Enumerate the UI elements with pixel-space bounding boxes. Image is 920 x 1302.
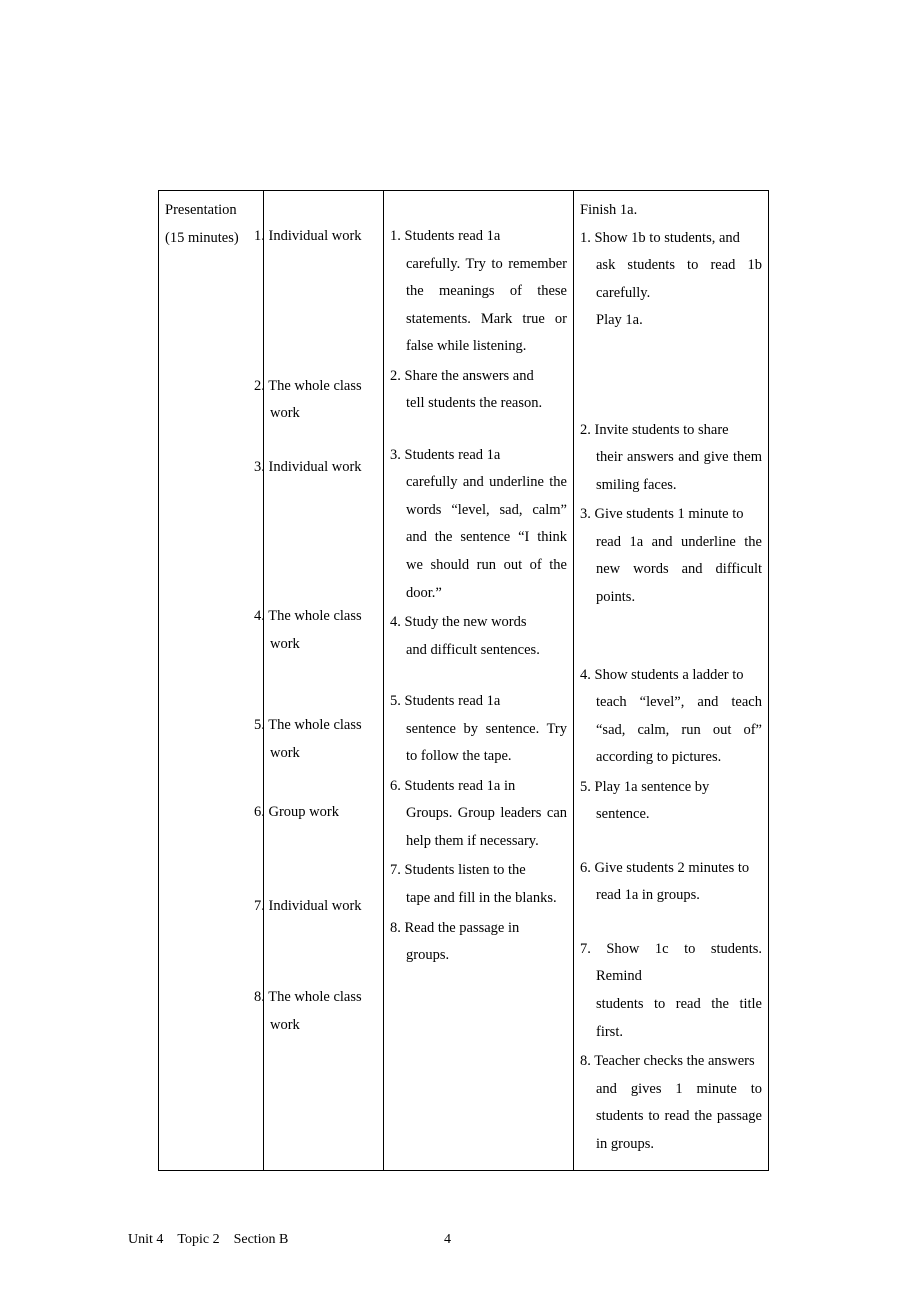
teacher-activity-cell: Finish 1a. 1. Show 1b to students, and a… [574,191,769,1171]
item-lead: 6. Give students 2 minutes to [580,855,762,883]
mode-item: 6. Group work [270,799,377,827]
student-item: 5. Students read 1a sentence by sentence… [390,688,567,771]
item-lead: 8. Teacher checks the answers [580,1048,762,1076]
item-lead: 4. Show students a ladder to [580,662,762,690]
mode-item: 8. The whole class work [270,984,377,1039]
footer-page-number: 4 [444,1232,451,1248]
item-rest: sentence. [580,801,762,829]
item-rest: tell students the reason. [390,390,567,418]
item-lead: 2. Invite students to share [580,417,762,445]
item-lead: 3. Students read 1a [390,442,567,470]
item-lead: 6. Students read 1a in [390,773,567,801]
teacher-item: 3. Give students 1 minute to read 1a and… [580,501,762,611]
item-lead: 3. Give students 1 minute to [580,501,762,529]
student-item: 2. Share the answers and tell students t… [390,363,567,418]
item-rest: carefully. Try to remember the meanings … [390,251,567,361]
teacher-item: 5. Play 1a sentence by sentence. [580,774,762,829]
table-row: Presentation (15 minutes) 1. Individual … [159,191,769,1171]
mode-item: 4. The whole class work [270,603,377,658]
teacher-item: 2. Invite students to share their answer… [580,417,762,500]
item-lead: 7. Show 1c to students. Remind [580,936,762,991]
item-lead: 8. Read the passage in [390,915,567,943]
interaction-mode-cell: 1. Individual work 2. The whole class wo… [264,191,384,1171]
item-lead: 7. Students listen to the [390,857,567,885]
item-rest: teach “level”, and teach “sad, calm, run… [580,689,762,772]
teacher-item: 8. Teacher checks the answers and gives … [580,1048,762,1158]
item-rest: sentence by sentence. Try to follow the … [390,716,567,771]
teacher-item: 7. Show 1c to students. Remind students … [580,936,762,1046]
teacher-item: 4. Show students a ladder to teach “leve… [580,662,762,772]
student-item: 7. Students listen to the tape and fill … [390,857,567,912]
item-rest: students to read the title first. [580,991,762,1046]
item-lead: 5. Students read 1a [390,688,567,716]
item-rest: read 1a and underline the new words and … [580,529,762,612]
item-rest: ask students to read 1b carefully. [580,252,762,307]
item-rest: their answers and give them smiling face… [580,444,762,499]
item-rest: and gives 1 minute to students to read t… [580,1076,762,1159]
teacher-item: 1. Show 1b to students, and ask students… [580,225,762,335]
stage-name: Presentation [165,197,257,225]
student-item: 4. Study the new words and difficult sen… [390,609,567,664]
item-lead: 1. Show 1b to students, and [580,225,762,253]
student-item: 1. Students read 1a carefully. Try to re… [390,223,567,361]
student-item: 3. Students read 1a carefully and underl… [390,442,567,607]
page-footer: Unit 4 Topic 2 Section B 4 [128,1232,288,1248]
item-lead: 5. Play 1a sentence by [580,774,762,802]
item-rest: groups. [390,942,567,970]
item-rest: tape and fill in the blanks. [390,885,567,913]
item-lead: 1. Students read 1a [390,223,567,251]
student-item: 6. Students read 1a in Groups. Group lea… [390,773,567,856]
stage-cell: Presentation (15 minutes) [159,191,264,1171]
item-rest: and difficult sentences. [390,637,567,665]
item-rest: read 1a in groups. [580,882,762,910]
mode-item: 2. The whole class work [270,373,377,428]
item-lead: 4. Study the new words [390,609,567,637]
lesson-plan-table: Presentation (15 minutes) 1. Individual … [158,190,769,1171]
mode-item: 7. Individual work [270,893,377,921]
page: Presentation (15 minutes) 1. Individual … [0,0,920,1302]
item-lead: 2. Share the answers and [390,363,567,391]
item-rest: carefully and underline the words “level… [390,469,567,607]
student-activity-cell: 1. Students read 1a carefully. Try to re… [384,191,574,1171]
mode-item: 3. Individual work [270,454,377,482]
mode-item: 1. Individual work [270,223,377,251]
teacher-pre: Finish 1a. [580,197,762,225]
mode-item: 5. The whole class work [270,712,377,767]
student-item: 8. Read the passage in groups. [390,915,567,970]
footer-left: Unit 4 Topic 2 Section B [128,1232,288,1247]
teacher-item: 6. Give students 2 minutes to read 1a in… [580,855,762,910]
item-extra: Play 1a. [580,307,762,335]
stage-duration: (15 minutes) [165,225,257,253]
item-rest: Groups. Group leaders can help them if n… [390,800,567,855]
